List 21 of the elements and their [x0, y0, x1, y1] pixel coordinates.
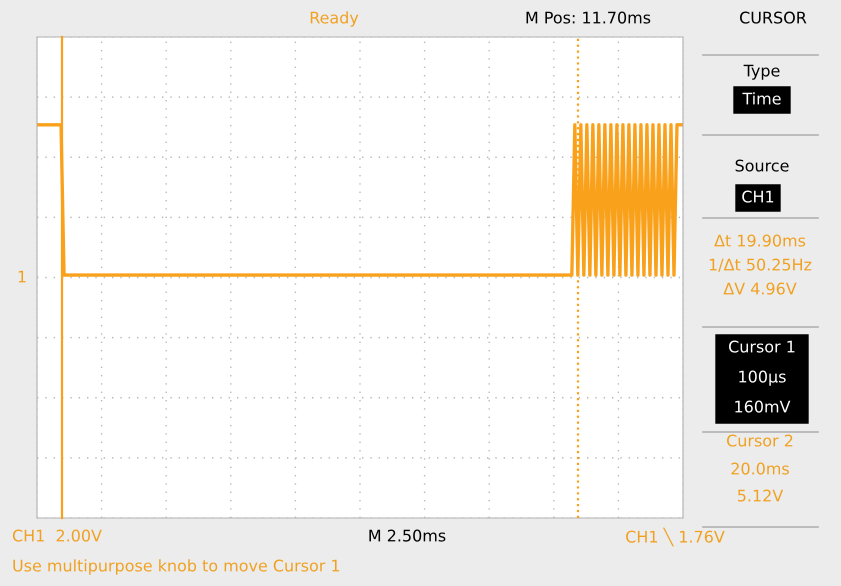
text: Ready	[310, 11, 358, 27]
text: M 2.50ms	[369, 530, 446, 542]
text: ΔV 4.96V	[723, 282, 797, 295]
text: Type	[744, 64, 780, 80]
text: 20.0ms	[731, 462, 789, 475]
text: 5.12V	[738, 490, 784, 502]
text: 160mV	[735, 400, 790, 413]
text: 100µs	[739, 370, 786, 386]
text: Cursor 2	[727, 434, 792, 447]
text: CH1 ╲ 1.76V	[626, 528, 725, 546]
text: CURSOR	[740, 12, 806, 24]
text: Time	[742, 92, 781, 105]
text: Cursor 1	[729, 340, 794, 353]
text: Source	[736, 160, 789, 172]
text: CH1 2.00V	[12, 530, 102, 542]
text: M Pos: 11.70ms	[526, 12, 650, 24]
text: 1	[18, 270, 26, 282]
text: CH1	[742, 190, 774, 203]
text: 1/Δt 50.25Hz	[710, 258, 812, 272]
text: Use multipurpose knob to move Cursor 1	[13, 559, 340, 575]
text: Δt 19.90ms	[714, 234, 806, 247]
